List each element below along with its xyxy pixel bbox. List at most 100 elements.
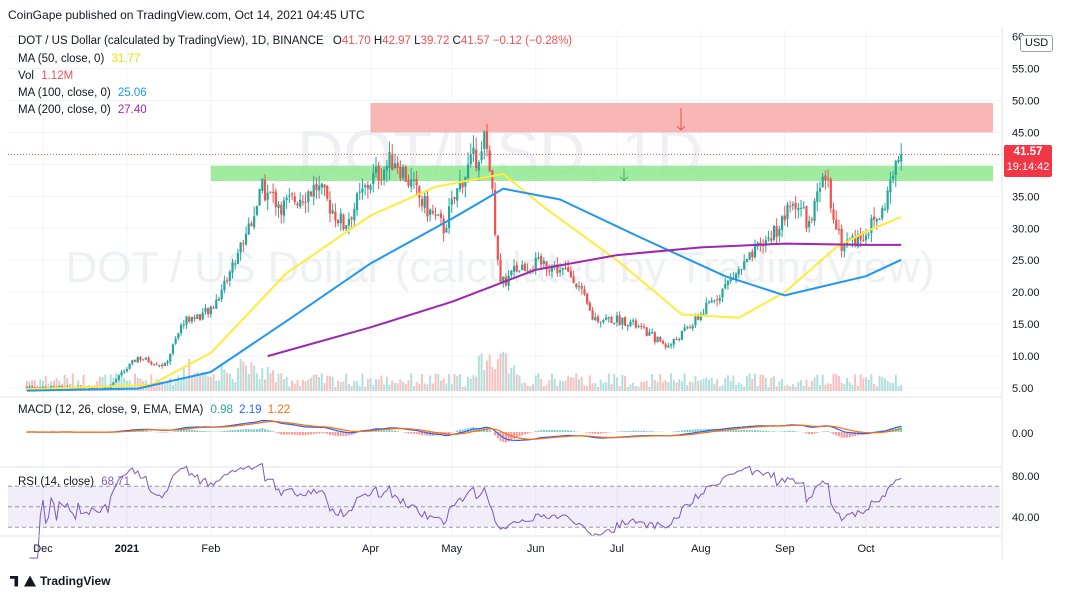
macd-histogram-bar <box>147 431 150 432</box>
volume-bar <box>242 361 245 391</box>
candle-body <box>678 339 681 341</box>
legend-ma100[interactable]: MA (100, close, 0) 25.06 <box>18 87 147 99</box>
volume-bar <box>377 379 380 391</box>
volume-bar <box>664 379 667 391</box>
volume-bar <box>82 374 85 391</box>
candle-body <box>198 314 202 321</box>
macd-label: MACD (12, 26, close, 9, EMA, EMA) <box>18 404 204 416</box>
volume-bar <box>754 373 757 391</box>
volume-bar <box>775 386 778 391</box>
candle-body <box>345 225 348 229</box>
symbol-name: DOT / US Dollar (calculated by TradingVi… <box>18 35 324 47</box>
volume-bar <box>870 374 873 391</box>
macd-histogram-bar <box>813 432 816 434</box>
macd-histogram-bar <box>840 432 843 438</box>
candle-body <box>897 159 900 163</box>
volume-bar <box>293 383 296 391</box>
volume-bar <box>794 386 797 391</box>
candle-body <box>114 379 118 383</box>
legend-ma200[interactable]: MA (200, close, 0) 27.40 <box>18 104 147 116</box>
macd-histogram-bar <box>296 432 299 436</box>
publisher-header: CoinGape published on TradingView.com, O… <box>8 8 365 22</box>
volume-bar <box>228 373 231 391</box>
ma50-value: 31.77 <box>111 53 141 65</box>
volume-bar <box>702 378 705 391</box>
volume-bar <box>726 375 729 391</box>
macd-histogram-bar <box>686 429 689 432</box>
macd-histogram-bar <box>166 432 169 433</box>
volume-bar <box>762 374 765 391</box>
legend-symbol[interactable]: DOT / US Dollar (calculated by TradingVi… <box>18 35 572 47</box>
legend-rsi[interactable]: RSI (14, close) 68.71 <box>18 476 130 488</box>
volume-bar <box>556 385 559 391</box>
candle-body <box>296 203 299 206</box>
macd-histogram-bar <box>615 431 618 432</box>
volume-bar <box>185 377 188 391</box>
volume-bar <box>277 373 280 391</box>
candle-body <box>900 154 903 162</box>
macd-histogram-bar <box>255 429 258 432</box>
candle-body <box>420 198 424 206</box>
volume-bar <box>523 382 526 391</box>
macd-histogram-bar <box>320 432 323 434</box>
volume-bar <box>637 386 640 391</box>
volume-bar <box>678 379 681 391</box>
ma200-label: MA (200, close, 0) <box>18 104 111 116</box>
candle-body <box>542 260 545 264</box>
candle-body <box>477 162 480 171</box>
legend-vol[interactable]: Vol 1.12M <box>18 70 73 82</box>
candle-body <box>150 361 153 365</box>
rsi-pane <box>0 462 1002 559</box>
volume-bar <box>485 360 488 391</box>
change-value: −0.12 (−0.28%) <box>492 35 573 47</box>
candle-body <box>759 242 762 245</box>
volume-bar <box>751 378 754 391</box>
volume-bar <box>840 382 843 391</box>
candle-body <box>242 243 245 245</box>
volume-bar <box>158 380 161 391</box>
volume-bar <box>469 378 472 391</box>
volume-bar <box>247 373 250 391</box>
candle-body <box>404 166 407 182</box>
candle-body <box>293 196 296 203</box>
volume-bar <box>892 383 895 391</box>
legend-ma50[interactable]: MA (50, close, 0) 31.77 <box>18 53 140 65</box>
volume-bar <box>52 380 55 391</box>
volume-bar <box>569 376 572 391</box>
macd-histogram-bar <box>854 432 857 437</box>
candle-body <box>374 166 378 173</box>
candle-body <box>786 204 789 219</box>
volume-bar <box>661 382 664 391</box>
volume-bar <box>337 380 340 391</box>
macd-histogram-bar <box>347 432 350 436</box>
volume-bar <box>42 380 44 391</box>
volume-bar <box>697 380 700 391</box>
volume-bar <box>123 377 126 391</box>
volume-bar <box>207 376 210 391</box>
macd-histogram-bar <box>304 432 307 436</box>
candle-body <box>694 316 697 326</box>
macd-histogram-bar <box>193 430 196 432</box>
volume-bar <box>380 375 383 391</box>
candle-body <box>716 299 719 301</box>
rsi-tick-label: 40.00 <box>1012 512 1040 524</box>
volume-bar <box>66 378 69 391</box>
legend-macd[interactable]: MACD (12, 26, close, 9, EMA, EMA) 0.98 2… <box>18 404 290 416</box>
candle-body <box>358 191 361 193</box>
candle-body <box>656 336 659 343</box>
brand-footer[interactable]: TradingView <box>10 574 110 588</box>
candle-body <box>607 317 610 319</box>
macd-histogram-bar <box>280 432 283 435</box>
candle-body <box>813 200 816 222</box>
volume-bar <box>304 381 307 391</box>
candle-body <box>564 267 567 269</box>
candle-body <box>710 300 713 303</box>
candle-body <box>239 242 242 253</box>
macd-histogram-bar <box>234 429 237 432</box>
macd-histogram-bar <box>875 431 878 432</box>
currency-button[interactable]: USD <box>1020 35 1054 52</box>
candle-body <box>494 190 497 235</box>
volume-bar <box>532 384 535 391</box>
macd-histogram-bar <box>426 432 429 436</box>
